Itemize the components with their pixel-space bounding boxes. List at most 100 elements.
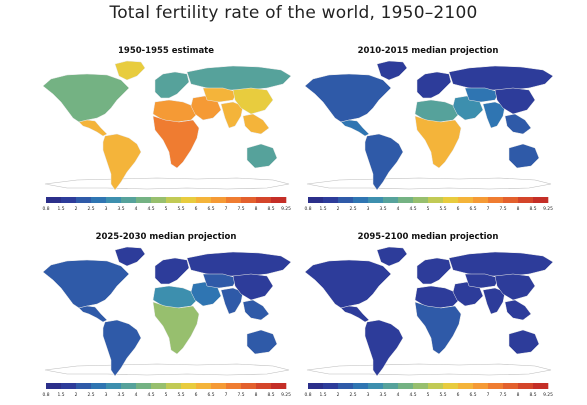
legend-tick-label: 0.8 (305, 206, 312, 212)
legend-tick-label: 3 (367, 206, 370, 212)
region-north-america (42, 73, 130, 123)
region-east-asia (232, 87, 274, 115)
legend-tick-label: 0.8 (305, 392, 312, 398)
world-map (42, 60, 292, 191)
legend-tick-label: 6 (195, 206, 198, 212)
legend-swatch (241, 197, 257, 203)
legend-swatch (443, 383, 459, 389)
legend-swatch (46, 197, 62, 203)
world-map (304, 246, 554, 377)
legend-tick-label: 4.5 (148, 392, 155, 398)
legend-swatch (533, 383, 549, 389)
legend-tick-label: 3.5 (118, 392, 125, 398)
panel-title: 2095-2100 median projection (357, 232, 499, 242)
legend-tick-label: 7.5 (238, 392, 245, 398)
legend-tick-label: 7.5 (500, 206, 507, 212)
legend-swatch (443, 197, 459, 203)
region-southeast-asia (504, 299, 532, 321)
region-southeast-asia (242, 299, 270, 321)
legend-tick-label: 7.5 (500, 392, 507, 398)
legend-tick-label: 6 (195, 392, 198, 398)
legend-tick-label: 9.25 (281, 392, 291, 398)
region-east-asia (494, 87, 536, 115)
legend-tick-label: 6 (457, 392, 460, 398)
legend-tick-label: 4 (135, 206, 138, 212)
region-oceania (246, 143, 278, 169)
legend-tick-label: 6.5 (470, 392, 477, 398)
legend-tick-label: 0.8 (43, 206, 50, 212)
region-russia (448, 251, 554, 277)
legend-tick-label: 4.5 (148, 206, 155, 212)
panel-title: 2010-2015 median projection (357, 46, 499, 56)
legend-tick-label: 1.5 (320, 206, 327, 212)
legend-tick-label: 1.5 (320, 392, 327, 398)
legend-tick-label: 8.5 (268, 206, 275, 212)
legend-swatch (398, 383, 414, 389)
region-north-africa (152, 285, 198, 309)
region-central-america (78, 119, 108, 137)
legend-tick-label: 4 (135, 392, 138, 398)
legend-swatch (61, 197, 77, 203)
legend-swatch (76, 383, 92, 389)
region-europe (154, 257, 190, 285)
legend-tick-label: 4 (397, 206, 400, 212)
legend-swatch (256, 383, 272, 389)
legend-swatch (518, 383, 534, 389)
legend-swatch (256, 197, 272, 203)
legend-tick-label: 2.5 (350, 206, 357, 212)
panel-title: 2025-2030 median projection (95, 232, 237, 242)
region-south-america (364, 319, 404, 377)
region-south-america (102, 133, 142, 191)
region-russia (186, 251, 292, 277)
map-panel-2025: 2025-2030 median projection 0.8 1.5 2 2.5 3 3… (37, 232, 295, 402)
legend-tick-label: 5.5 (440, 392, 447, 398)
legend-swatch (61, 383, 77, 389)
region-antarctica (44, 177, 290, 190)
legend-swatch (458, 383, 474, 389)
legend-tick-label: 2.5 (350, 392, 357, 398)
legend-swatch (473, 383, 489, 389)
region-south-america (102, 319, 142, 377)
legend-tick-label: 7 (225, 392, 228, 398)
legend-swatch (166, 383, 182, 389)
legend-tick-label: 6.5 (208, 206, 215, 212)
legend-swatch (488, 383, 504, 389)
color-legend: 0.8 1.5 2 2.5 3 3.5 4 4.5 5 5.5 6 6.5 7 7.5 8 8.5 9.25 (43, 197, 291, 212)
region-central-asia (202, 273, 238, 289)
legend-swatch (46, 383, 62, 389)
legend-tick-label: 4.5 (410, 392, 417, 398)
legend-swatch (211, 197, 227, 203)
legend-swatch (488, 197, 504, 203)
legend-swatch (533, 197, 549, 203)
region-greenland (376, 60, 408, 81)
legend-swatch (368, 383, 384, 389)
region-central-america (340, 119, 370, 137)
legend-swatch (271, 383, 287, 389)
legend-swatch (241, 383, 257, 389)
region-north-africa (414, 285, 460, 309)
legend-swatch (308, 197, 324, 203)
region-oceania (508, 329, 540, 355)
region-oceania (246, 329, 278, 355)
legend-swatch (383, 383, 399, 389)
legend-swatch (503, 383, 519, 389)
region-north-africa (152, 99, 198, 123)
legend-tick-label: 5 (427, 392, 430, 398)
legend-tick-label: 5 (165, 206, 168, 212)
region-antarctica (306, 177, 552, 190)
legend-tick-label: 5.5 (178, 206, 185, 212)
color-legend: 0.8 1.5 2 2.5 3 3.5 4 4.5 5 5.5 6 6.5 7 7.5 8 8.5 9.25 (43, 383, 291, 398)
page-title: Total fertility rate of the world, 1950–… (109, 3, 478, 23)
legend-tick-label: 2 (337, 392, 340, 398)
legend-tick-label: 6.5 (208, 392, 215, 398)
legend-tick-label: 4.5 (410, 206, 417, 212)
region-sub-saharan-africa (152, 301, 200, 355)
legend-swatch (181, 197, 197, 203)
legend-tick-label: 9.25 (543, 392, 553, 398)
legend-swatch (458, 197, 474, 203)
world-map (42, 246, 292, 377)
legend-tick-label: 5.5 (440, 206, 447, 212)
legend-swatch (308, 383, 324, 389)
legend-tick-label: 3.5 (380, 392, 387, 398)
legend-swatch (121, 383, 137, 389)
